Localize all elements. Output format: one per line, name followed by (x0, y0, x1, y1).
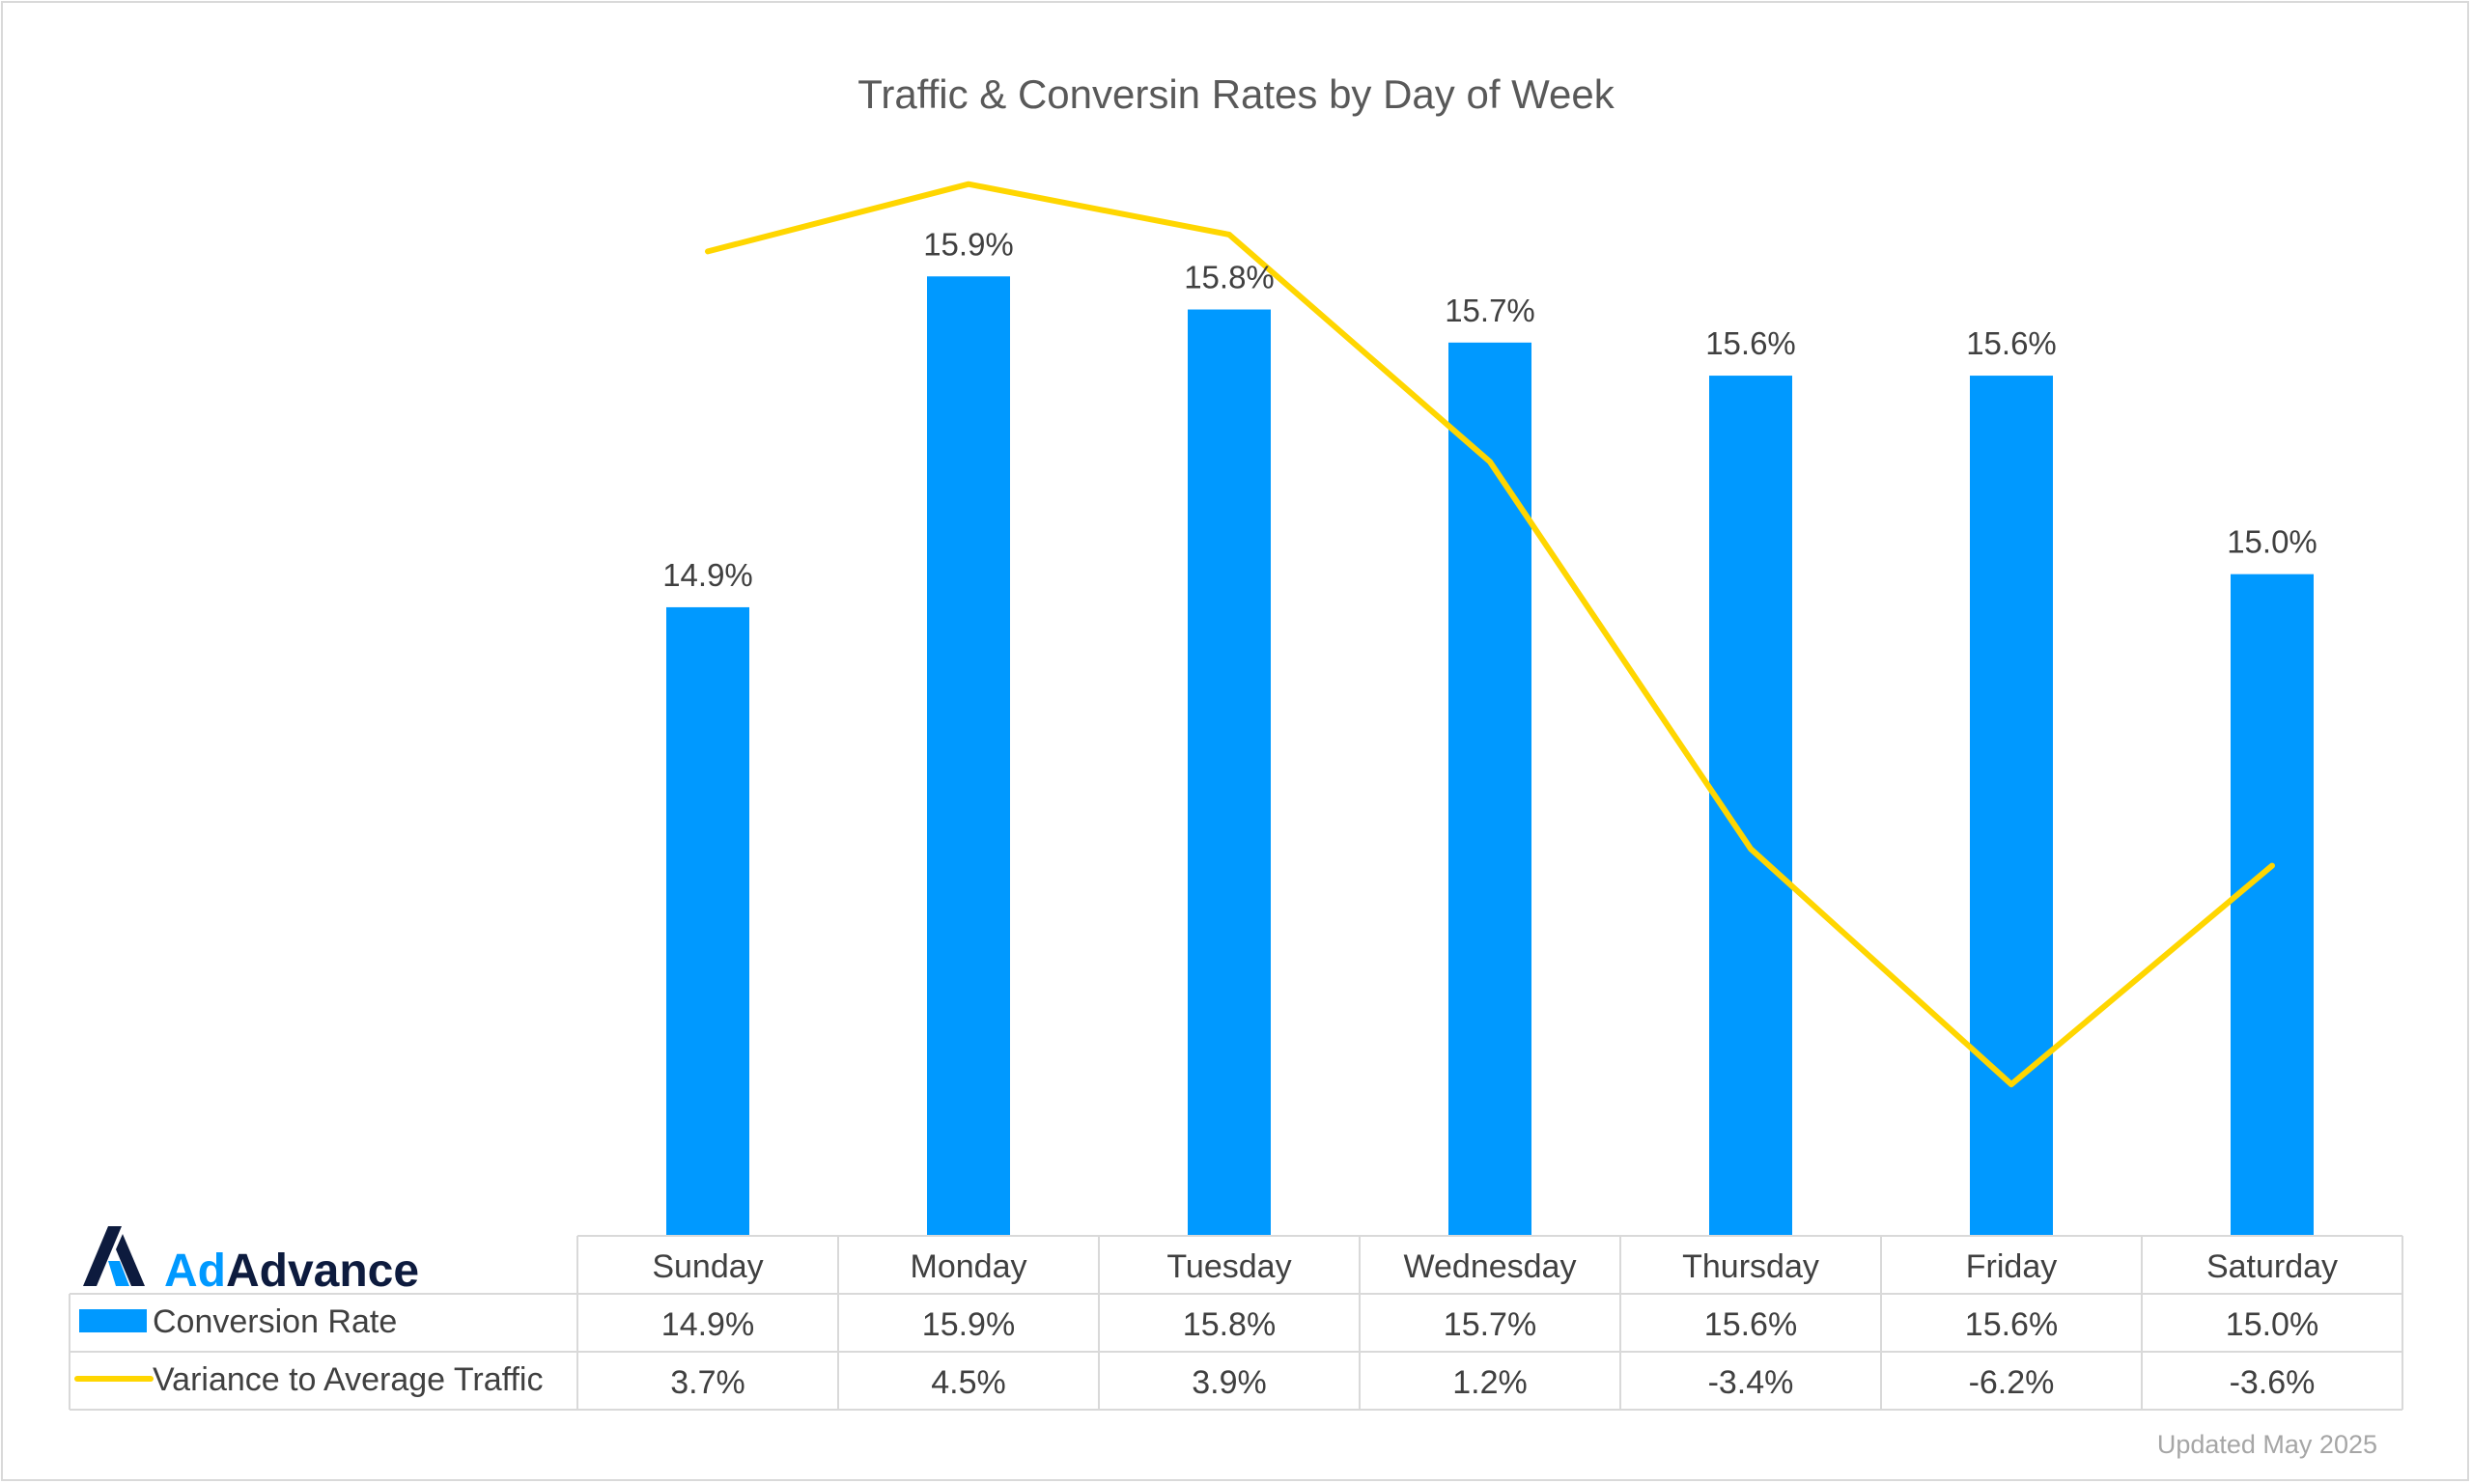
line-point-tuesday (1228, 234, 1230, 236)
bar-monday (927, 276, 1010, 1236)
updated-note: Updated May 2025 (2157, 1430, 2377, 1459)
variance-cell-monday: 4.5% (931, 1364, 1006, 1401)
category-label-saturday: Saturday (2206, 1248, 2338, 1285)
variance-legend-label: Variance to Average Traffic (153, 1361, 543, 1398)
conversion-cell-sunday: 14.9% (661, 1306, 754, 1343)
category-label-friday: Friday (1966, 1248, 2057, 1285)
conversion-cell-thursday: 15.6% (1704, 1306, 1797, 1343)
adadvance-logo: AdAdvance (83, 1226, 419, 1297)
bar-label-tuesday: 15.8% (1184, 260, 1275, 295)
logo-wordmark: AdAdvance (164, 1246, 419, 1297)
line-series (705, 181, 2275, 1088)
logo-mark-icon (83, 1226, 122, 1286)
bar-wednesday (1448, 342, 1531, 1236)
conversion-cell-wednesday: 15.7% (1444, 1306, 1536, 1343)
bar-label-wednesday: 15.7% (1445, 293, 1535, 328)
category-label-sunday: Sunday (652, 1248, 763, 1285)
line-point-sunday (707, 250, 709, 253)
bar-label-saturday: 15.0% (2227, 524, 2318, 560)
category-label-tuesday: Tuesday (1166, 1248, 1291, 1285)
line-point-wednesday (1489, 461, 1491, 463)
line-point-friday (2010, 1083, 2012, 1086)
bar-label-monday: 15.9% (923, 226, 1014, 262)
chart-title: Traffic & Conversin Rates by Day of Week (857, 71, 1615, 117)
conversion-cell-tuesday: 15.8% (1183, 1306, 1276, 1343)
bar-label-sunday: 14.9% (662, 557, 753, 593)
data-table: Sunday 14.9% 3.7% Monday 15.9% 4.5% Tuesday 15.… (69, 1235, 2403, 1411)
conversion-cell-saturday: 15.0% (2226, 1306, 2318, 1343)
line-point-saturday (2271, 864, 2273, 867)
bar-friday (1970, 376, 2053, 1237)
conversion-rate-legend-label: Conversion Rate (153, 1303, 397, 1340)
logo-ad: Ad (164, 1246, 226, 1297)
logo-advance: Advance (226, 1246, 419, 1297)
bar-saturday (2231, 574, 2314, 1236)
bar-label-friday: 15.6% (1966, 325, 2057, 361)
bar-sunday (666, 606, 749, 1236)
variance-cell-thursday: -3.4% (1708, 1364, 1794, 1401)
variance-cell-friday: -6.2% (1969, 1364, 2055, 1401)
bar-series (666, 276, 2314, 1237)
logo-mark-icon (116, 1234, 145, 1286)
line-point-thursday (1750, 848, 1752, 851)
bar-tuesday (1188, 309, 1271, 1236)
table-grid (69, 1235, 2403, 1411)
category-label-thursday: Thursday (1682, 1248, 1819, 1285)
variance-cell-saturday: -3.6% (2230, 1364, 2316, 1401)
logo-mark-icon (108, 1261, 129, 1286)
conversion-cell-monday: 15.9% (922, 1306, 1015, 1343)
category-label-monday: Monday (911, 1248, 1027, 1285)
conversion-cell-friday: 15.6% (1965, 1306, 2058, 1343)
table-cells: Sunday 14.9% 3.7% Monday 15.9% 4.5% Tuesday 15.… (652, 1248, 2338, 1401)
variance-cell-wednesday: 1.2% (1452, 1364, 1528, 1401)
bar-label-thursday: 15.6% (1705, 325, 1796, 361)
conversion-rate-legend-key (79, 1309, 147, 1332)
category-label-wednesday: Wednesday (1404, 1248, 1577, 1285)
bar-data-labels: 14.9% 15.9% 15.8% 15.7% 15.6% 15.6% 15.0% (662, 226, 2318, 593)
variance-cell-sunday: 3.7% (670, 1364, 745, 1401)
legend: Conversion Rate Variance to Average Traf… (74, 1303, 543, 1398)
variance-cell-tuesday: 3.9% (1192, 1364, 1267, 1401)
line-point-monday (968, 182, 969, 185)
